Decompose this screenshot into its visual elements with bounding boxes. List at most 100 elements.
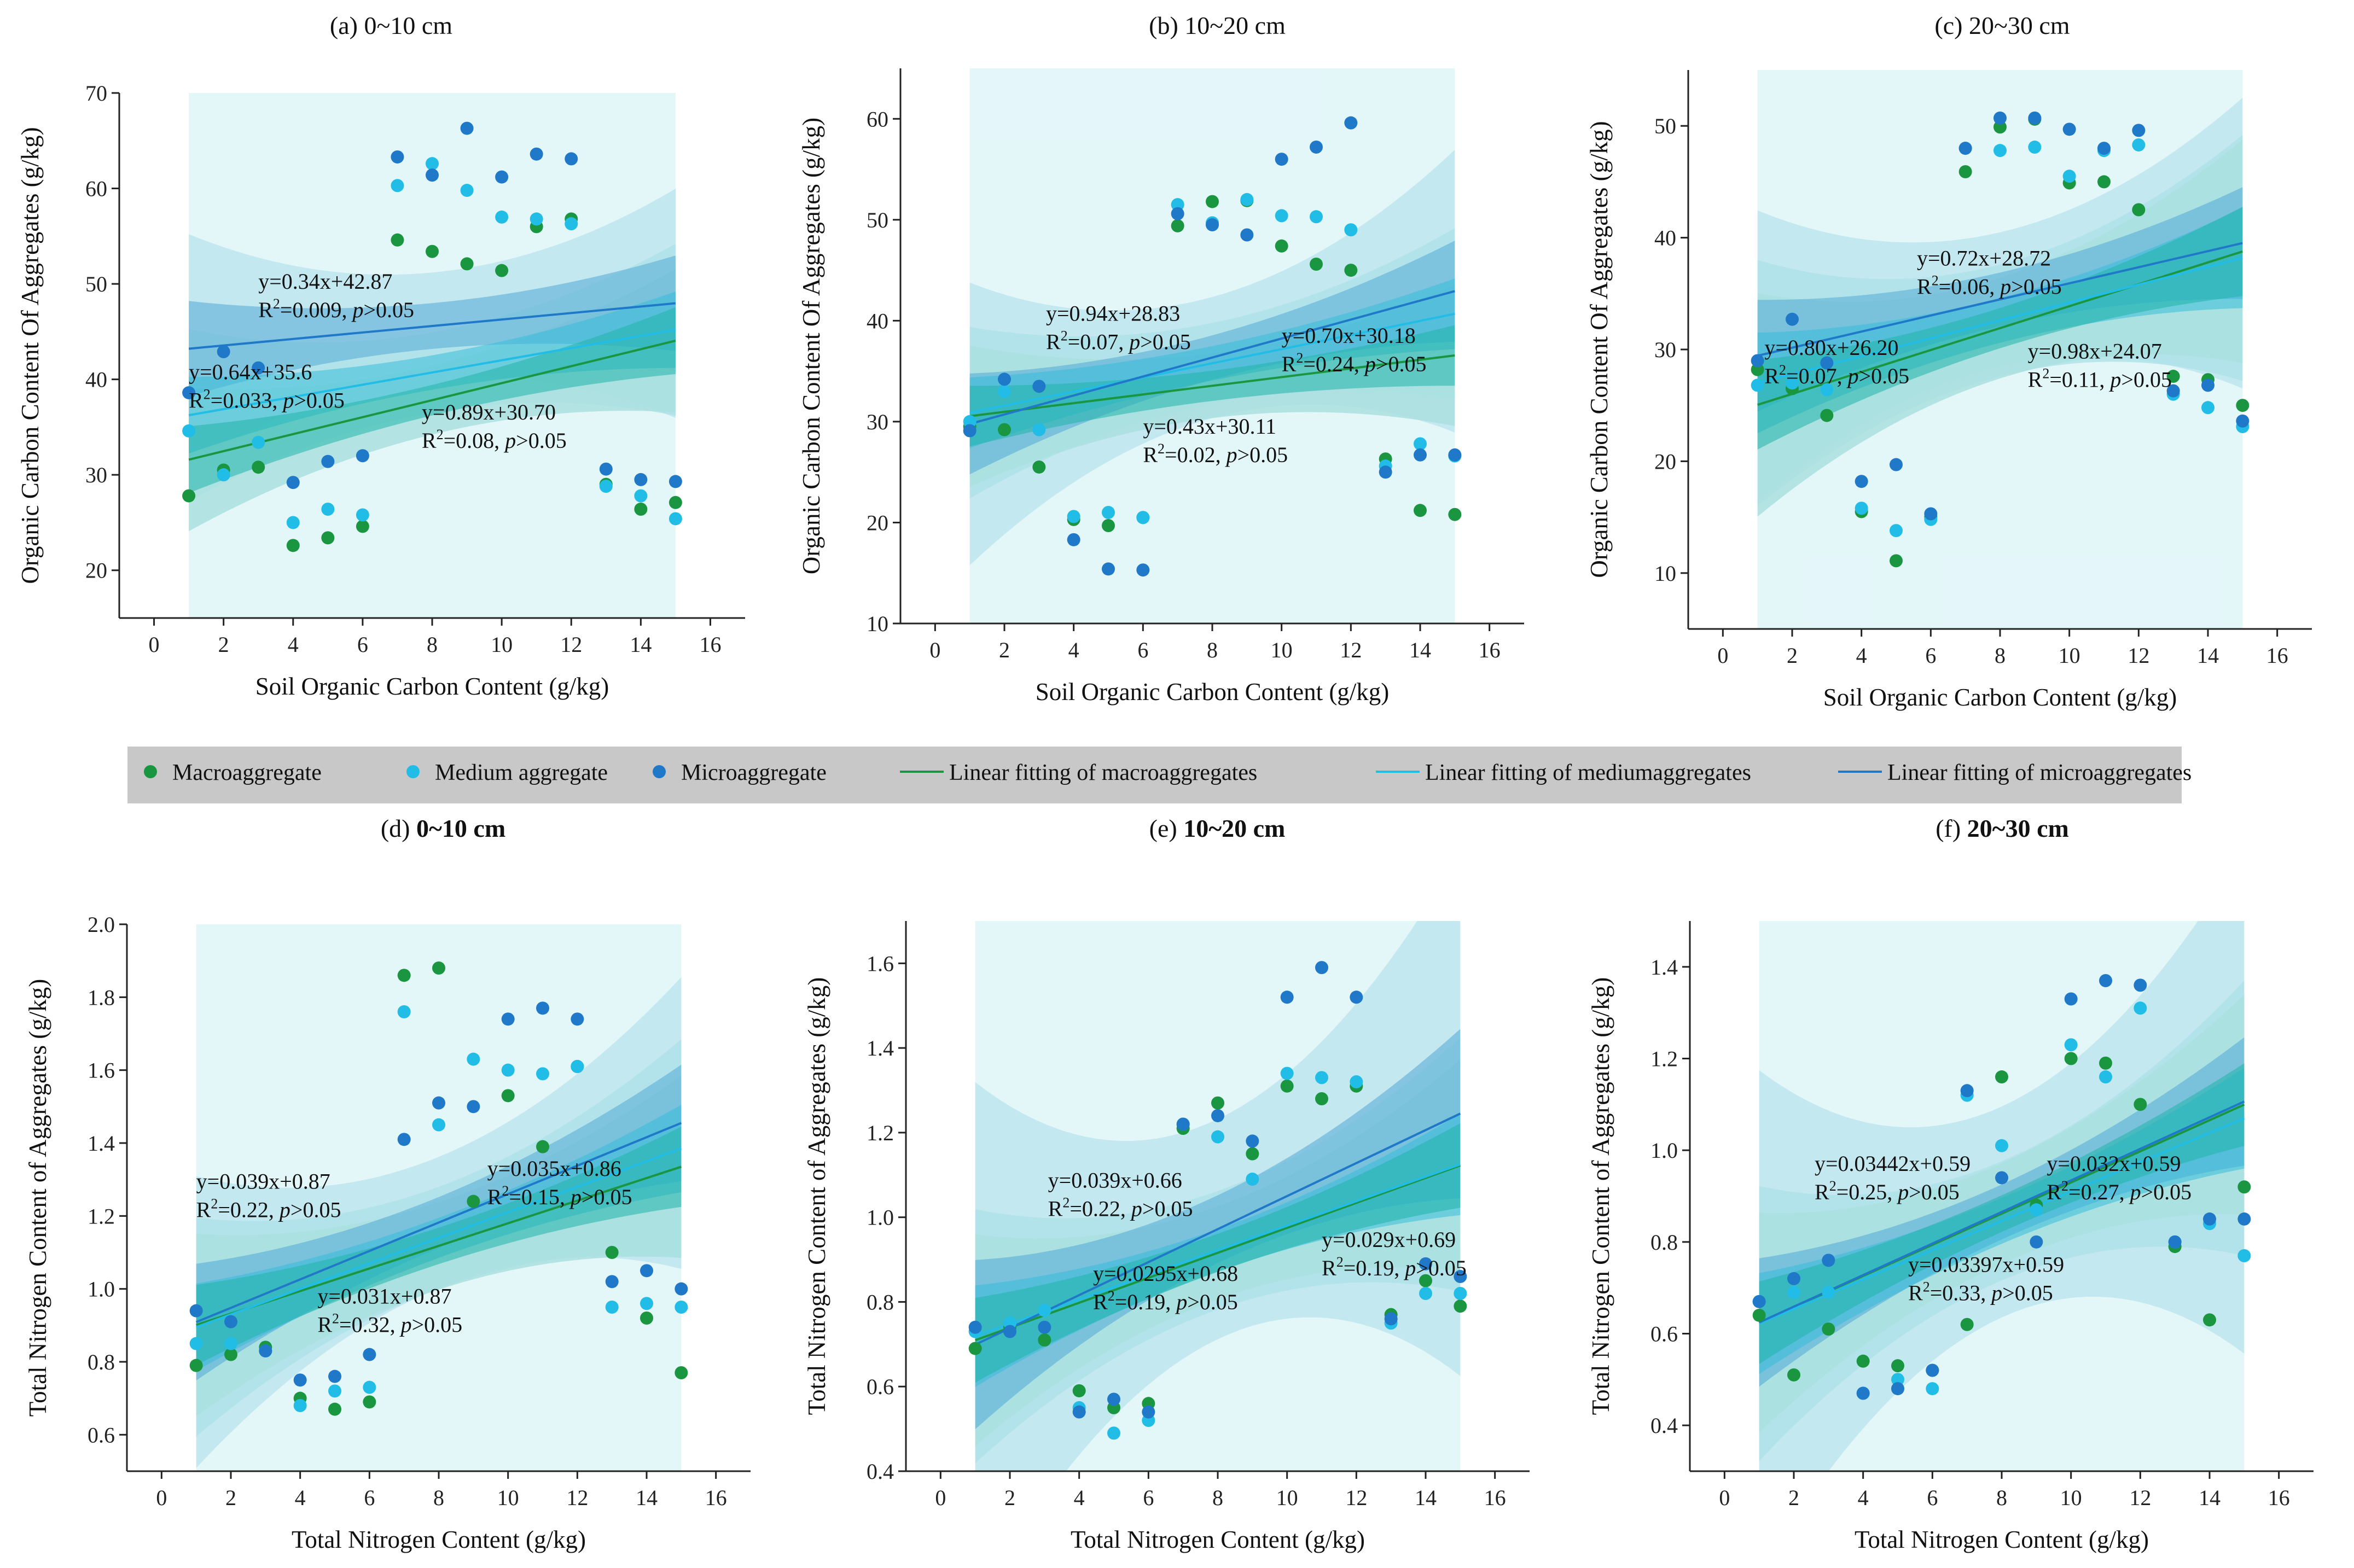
y-tick-label: 1.6 xyxy=(867,951,894,976)
p-label: p xyxy=(351,298,363,322)
legend-marker xyxy=(406,765,420,778)
chart-title: (b) 10~20 cm xyxy=(1149,11,1286,39)
x-axis-label: Soil Organic Carbon Content (g/kg) xyxy=(255,673,609,700)
data-point xyxy=(1454,1286,1467,1300)
r2-value: =0.19, xyxy=(1344,1256,1405,1280)
r2-label: R xyxy=(1908,1280,1923,1305)
legend-item: Linear fitting of mediumaggregates xyxy=(1376,760,1751,785)
fit-equation: y=0.72x+28.72 xyxy=(1917,246,2051,271)
data-point xyxy=(605,1275,619,1289)
fit-r2: R2=0.06, p>0.05 xyxy=(1917,273,2062,299)
data-point xyxy=(1240,228,1254,242)
p-label: p xyxy=(1990,1280,2002,1305)
legend-label: Microaggregate xyxy=(681,760,827,785)
data-point xyxy=(259,1344,272,1357)
r2-value: =0.19, xyxy=(1115,1290,1177,1314)
data-point xyxy=(501,1063,515,1077)
y-tick-label: 0.6 xyxy=(88,1423,115,1447)
band-shade xyxy=(975,921,1461,1471)
p-label: p xyxy=(281,388,294,413)
r2-superscript: 2 xyxy=(211,1196,218,1211)
data-point xyxy=(1856,1354,1870,1368)
p-value: >0.05 xyxy=(412,1312,463,1337)
r2-label: R xyxy=(1143,442,1158,467)
x-tick-label: 2 xyxy=(999,638,1010,662)
r2-superscript: 2 xyxy=(1062,1195,1070,1211)
data-point xyxy=(963,415,977,428)
fit-line xyxy=(974,1163,1461,1338)
data-point xyxy=(1891,1359,1904,1373)
fit-equation: y=0.039x+0.87 xyxy=(196,1169,330,1193)
data-point xyxy=(495,170,509,184)
data-point xyxy=(2064,1038,2078,1052)
legend-item: Microaggregate xyxy=(653,760,827,785)
data-point xyxy=(189,1304,203,1318)
y-tick-label: 1.2 xyxy=(88,1204,115,1228)
data-point xyxy=(1384,1312,1398,1326)
y-tick-label: 10 xyxy=(867,611,888,636)
title-depth: 20~30 cm xyxy=(1969,11,2070,39)
fit-line xyxy=(1758,1117,2245,1325)
data-point xyxy=(1067,510,1080,523)
fit-r2: R2=0.32, p>0.05 xyxy=(317,1310,462,1337)
data-point xyxy=(1171,198,1184,212)
data-point xyxy=(2237,1180,2251,1194)
p-label: p xyxy=(1846,364,1859,388)
data-point xyxy=(571,1012,584,1026)
data-point xyxy=(1211,1109,1224,1122)
data-point xyxy=(432,1118,445,1132)
p-value: >0.05 xyxy=(1909,1180,1960,1204)
x-tick-label: 2 xyxy=(218,632,229,657)
r2-label: R xyxy=(487,1185,502,1209)
data-point xyxy=(1890,524,1903,538)
plot-area xyxy=(968,921,1467,1471)
data-point xyxy=(224,1337,237,1350)
x-tick-label: 4 xyxy=(1074,1485,1085,1510)
title-prefix: (b) xyxy=(1149,11,1184,39)
fit-equation: y=0.031x+0.87 xyxy=(317,1284,451,1308)
r2-label: R xyxy=(1917,275,1932,299)
x-tick-label: 4 xyxy=(295,1485,306,1510)
data-point xyxy=(2236,399,2250,412)
r2-superscript: 2 xyxy=(2042,365,2049,381)
data-point xyxy=(189,1359,203,1372)
y-tick-label: 0.6 xyxy=(867,1374,894,1399)
data-point xyxy=(1171,219,1184,232)
data-point xyxy=(599,462,613,476)
y-tick-label: 60 xyxy=(867,107,888,131)
band-shade xyxy=(1757,70,2243,629)
legend-marker xyxy=(653,765,666,778)
r2-superscript: 2 xyxy=(273,296,280,312)
p-value: >0.05 xyxy=(1416,1256,1467,1280)
p-value: >0.05 xyxy=(1237,442,1288,467)
data-point xyxy=(363,1348,376,1361)
legend-item: Linear fitting of macroaggregates xyxy=(900,760,1257,785)
data-point xyxy=(1419,1274,1432,1287)
r2-superscript: 2 xyxy=(332,1310,339,1326)
legend-label: Linear fitting of microaggregates xyxy=(1887,760,2192,785)
data-point xyxy=(669,512,682,526)
r2-superscript: 2 xyxy=(1158,441,1165,457)
plot-area xyxy=(182,93,682,618)
r2-value: =0.32, xyxy=(339,1312,401,1337)
data-point xyxy=(1414,437,1427,451)
data-point xyxy=(2134,1098,2147,1111)
x-tick-label: 10 xyxy=(2060,1485,2082,1510)
data-point xyxy=(1072,1405,1086,1419)
data-point xyxy=(397,969,411,982)
y-tick-label: 20 xyxy=(867,510,888,535)
data-point xyxy=(998,423,1011,436)
data-point xyxy=(1102,506,1115,519)
x-tick-label: 6 xyxy=(364,1485,375,1510)
data-point xyxy=(1752,1308,1766,1322)
r2-value: =0.033, xyxy=(211,388,283,413)
r2-superscript: 2 xyxy=(2061,1178,2068,1194)
y-tick-label: 70 xyxy=(85,81,107,106)
data-point xyxy=(1038,1303,1051,1317)
fit-line xyxy=(196,1165,682,1326)
legend-item: Linear fitting of microaggregates xyxy=(1838,760,2192,785)
x-tick-label: 8 xyxy=(427,632,438,657)
x-tick-label: 2 xyxy=(1787,643,1798,668)
r2-superscript: 2 xyxy=(204,387,211,403)
